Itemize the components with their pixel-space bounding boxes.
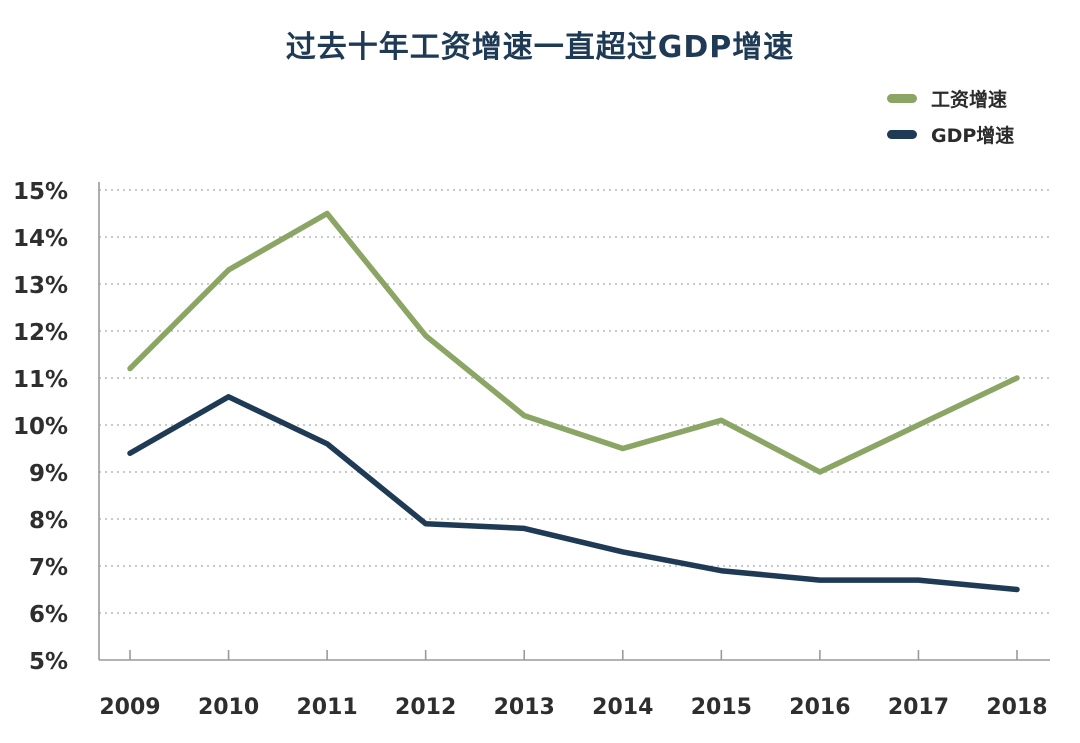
legend-label-gdp: GDP增速	[931, 124, 1015, 147]
series-line-gdp	[127, 394, 1020, 593]
x-tick-label: 2010	[198, 695, 259, 720]
legend-swatch-gdp	[887, 129, 917, 139]
y-tick-label: 13%	[13, 273, 68, 299]
legend-label-wage: 工资增速	[931, 88, 1008, 111]
y-tick-label: 5%	[29, 649, 68, 675]
x-tick-label: 2017	[888, 695, 949, 720]
x-tick-label: 2015	[691, 695, 752, 720]
x-tick-label: 2013	[494, 695, 555, 720]
x-tick-label: 2016	[789, 695, 850, 720]
y-tick-label: 14%	[13, 226, 68, 252]
y-tick-label: 6%	[29, 602, 68, 628]
series-line-wage	[127, 210, 1020, 475]
chart-title: 过去十年工资增速一直超过GDP增速	[285, 30, 795, 65]
y-tick-label: 7%	[29, 555, 68, 581]
y-tick-label: 11%	[13, 367, 68, 393]
x-tick-label: 2011	[296, 695, 357, 720]
x-tick-label: 2018	[986, 695, 1047, 720]
legend-swatch-wage	[887, 93, 917, 103]
x-tick-label: 2012	[395, 695, 456, 720]
y-tick-label: 10%	[13, 414, 68, 440]
y-tick-label: 8%	[29, 508, 68, 534]
legend-item-wage: 工资增速	[887, 85, 1007, 111]
y-tick-label: 15%	[13, 179, 68, 205]
y-tick-label: 12%	[13, 320, 68, 346]
y-tick-label: 9%	[29, 461, 68, 487]
x-tick-label: 2009	[99, 695, 160, 720]
x-tick-label: 2014	[592, 695, 653, 720]
legend-item-gdp: GDP增速	[887, 121, 1014, 147]
